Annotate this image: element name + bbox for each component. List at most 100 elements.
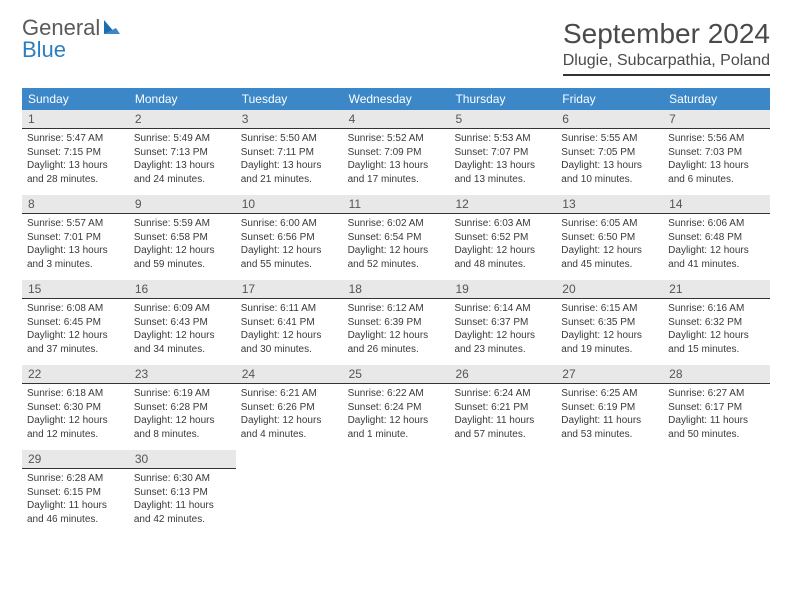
daylight-text: Daylight: 12 hours and 41 minutes. [668,244,765,271]
sunrise-text: Sunrise: 6:08 AM [27,302,124,316]
sunset-text: Sunset: 6:39 PM [348,316,445,330]
day-number: 16 [129,280,236,299]
sunset-text: Sunset: 6:21 PM [454,401,551,415]
calendar-day: 24Sunrise: 6:21 AMSunset: 6:26 PMDayligh… [236,365,343,447]
sunrise-text: Sunrise: 5:59 AM [134,217,231,231]
calendar-week: 1Sunrise: 5:47 AMSunset: 7:15 PMDaylight… [22,110,770,192]
daylight-text: Daylight: 12 hours and 48 minutes. [454,244,551,271]
sunset-text: Sunset: 7:01 PM [27,231,124,245]
day-number: 1 [22,110,129,129]
calendar-week: 29Sunrise: 6:28 AMSunset: 6:15 PMDayligh… [22,450,770,532]
day-number: 14 [663,195,770,214]
calendar: SundayMondayTuesdayWednesdayThursdayFrid… [22,88,770,532]
day-details: Sunrise: 5:49 AMSunset: 7:13 PMDaylight:… [129,129,236,189]
day-number: 30 [129,450,236,469]
day-details: Sunrise: 6:22 AMSunset: 6:24 PMDaylight:… [343,384,450,444]
month-title: September 2024 [563,18,770,50]
day-details: Sunrise: 6:28 AMSunset: 6:15 PMDaylight:… [22,469,129,529]
sunrise-text: Sunrise: 6:03 AM [454,217,551,231]
day-number: 6 [556,110,663,129]
daylight-text: Daylight: 13 hours and 3 minutes. [27,244,124,271]
day-number: 10 [236,195,343,214]
calendar-day: 28Sunrise: 6:27 AMSunset: 6:17 PMDayligh… [663,365,770,447]
day-number: 3 [236,110,343,129]
calendar-day: 14Sunrise: 6:06 AMSunset: 6:48 PMDayligh… [663,195,770,277]
calendar-day [236,450,343,532]
daylight-text: Daylight: 12 hours and 55 minutes. [241,244,338,271]
daylight-text: Daylight: 12 hours and 23 minutes. [454,329,551,356]
calendar-day: 10Sunrise: 6:00 AMSunset: 6:56 PMDayligh… [236,195,343,277]
sunset-text: Sunset: 6:54 PM [348,231,445,245]
sunset-text: Sunset: 6:13 PM [134,486,231,500]
sunrise-text: Sunrise: 5:52 AM [348,132,445,146]
day-details: Sunrise: 6:05 AMSunset: 6:50 PMDaylight:… [556,214,663,274]
daylight-text: Daylight: 12 hours and 30 minutes. [241,329,338,356]
day-of-week-header: Tuesday [236,88,343,110]
header: General Blue September 2024 Dlugie, Subc… [22,18,770,76]
sunset-text: Sunset: 6:30 PM [27,401,124,415]
sunset-text: Sunset: 7:07 PM [454,146,551,160]
sunrise-text: Sunrise: 6:18 AM [27,387,124,401]
sunrise-text: Sunrise: 6:11 AM [241,302,338,316]
daylight-text: Daylight: 13 hours and 24 minutes. [134,159,231,186]
daylight-text: Daylight: 11 hours and 57 minutes. [454,414,551,441]
sunrise-text: Sunrise: 6:05 AM [561,217,658,231]
sunrise-text: Sunrise: 5:49 AM [134,132,231,146]
sunset-text: Sunset: 7:09 PM [348,146,445,160]
day-number: 27 [556,365,663,384]
sunrise-text: Sunrise: 6:24 AM [454,387,551,401]
day-details: Sunrise: 6:06 AMSunset: 6:48 PMDaylight:… [663,214,770,274]
sunset-text: Sunset: 6:43 PM [134,316,231,330]
calendar-day: 17Sunrise: 6:11 AMSunset: 6:41 PMDayligh… [236,280,343,362]
calendar-day: 13Sunrise: 6:05 AMSunset: 6:50 PMDayligh… [556,195,663,277]
daylight-text: Daylight: 13 hours and 10 minutes. [561,159,658,186]
calendar-day: 6Sunrise: 5:55 AMSunset: 7:05 PMDaylight… [556,110,663,192]
calendar-day: 30Sunrise: 6:30 AMSunset: 6:13 PMDayligh… [129,450,236,532]
day-of-week-header: Thursday [449,88,556,110]
day-details: Sunrise: 6:18 AMSunset: 6:30 PMDaylight:… [22,384,129,444]
brand-logo: General Blue [22,18,122,61]
day-details: Sunrise: 6:00 AMSunset: 6:56 PMDaylight:… [236,214,343,274]
day-details: Sunrise: 5:50 AMSunset: 7:11 PMDaylight:… [236,129,343,189]
daylight-text: Daylight: 13 hours and 6 minutes. [668,159,765,186]
day-details: Sunrise: 6:09 AMSunset: 6:43 PMDaylight:… [129,299,236,359]
day-number: 19 [449,280,556,299]
day-details: Sunrise: 6:02 AMSunset: 6:54 PMDaylight:… [343,214,450,274]
day-number: 17 [236,280,343,299]
sunrise-text: Sunrise: 6:00 AM [241,217,338,231]
calendar-day: 16Sunrise: 6:09 AMSunset: 6:43 PMDayligh… [129,280,236,362]
daylight-text: Daylight: 11 hours and 46 minutes. [27,499,124,526]
sunset-text: Sunset: 6:37 PM [454,316,551,330]
day-details: Sunrise: 6:30 AMSunset: 6:13 PMDaylight:… [129,469,236,529]
calendar-day [343,450,450,532]
day-number: 22 [22,365,129,384]
calendar-day: 3Sunrise: 5:50 AMSunset: 7:11 PMDaylight… [236,110,343,192]
sunrise-text: Sunrise: 5:56 AM [668,132,765,146]
sunset-text: Sunset: 6:15 PM [27,486,124,500]
daylight-text: Daylight: 13 hours and 28 minutes. [27,159,124,186]
day-details: Sunrise: 6:21 AMSunset: 6:26 PMDaylight:… [236,384,343,444]
day-details: Sunrise: 6:14 AMSunset: 6:37 PMDaylight:… [449,299,556,359]
calendar-day: 19Sunrise: 6:14 AMSunset: 6:37 PMDayligh… [449,280,556,362]
day-details: Sunrise: 5:59 AMSunset: 6:58 PMDaylight:… [129,214,236,274]
calendar-week: 22Sunrise: 6:18 AMSunset: 6:30 PMDayligh… [22,365,770,447]
sunrise-text: Sunrise: 6:22 AM [348,387,445,401]
sunset-text: Sunset: 6:17 PM [668,401,765,415]
day-number: 11 [343,195,450,214]
day-of-week-row: SundayMondayTuesdayWednesdayThursdayFrid… [22,88,770,110]
daylight-text: Daylight: 11 hours and 42 minutes. [134,499,231,526]
day-of-week-header: Sunday [22,88,129,110]
day-number: 7 [663,110,770,129]
day-number: 13 [556,195,663,214]
sunrise-text: Sunrise: 6:06 AM [668,217,765,231]
calendar-day: 15Sunrise: 6:08 AMSunset: 6:45 PMDayligh… [22,280,129,362]
sunset-text: Sunset: 6:52 PM [454,231,551,245]
calendar-day: 20Sunrise: 6:15 AMSunset: 6:35 PMDayligh… [556,280,663,362]
day-number: 25 [343,365,450,384]
sunset-text: Sunset: 7:11 PM [241,146,338,160]
sunset-text: Sunset: 7:05 PM [561,146,658,160]
day-details: Sunrise: 6:25 AMSunset: 6:19 PMDaylight:… [556,384,663,444]
sunset-text: Sunset: 6:56 PM [241,231,338,245]
sunrise-text: Sunrise: 5:57 AM [27,217,124,231]
day-of-week-header: Wednesday [343,88,450,110]
